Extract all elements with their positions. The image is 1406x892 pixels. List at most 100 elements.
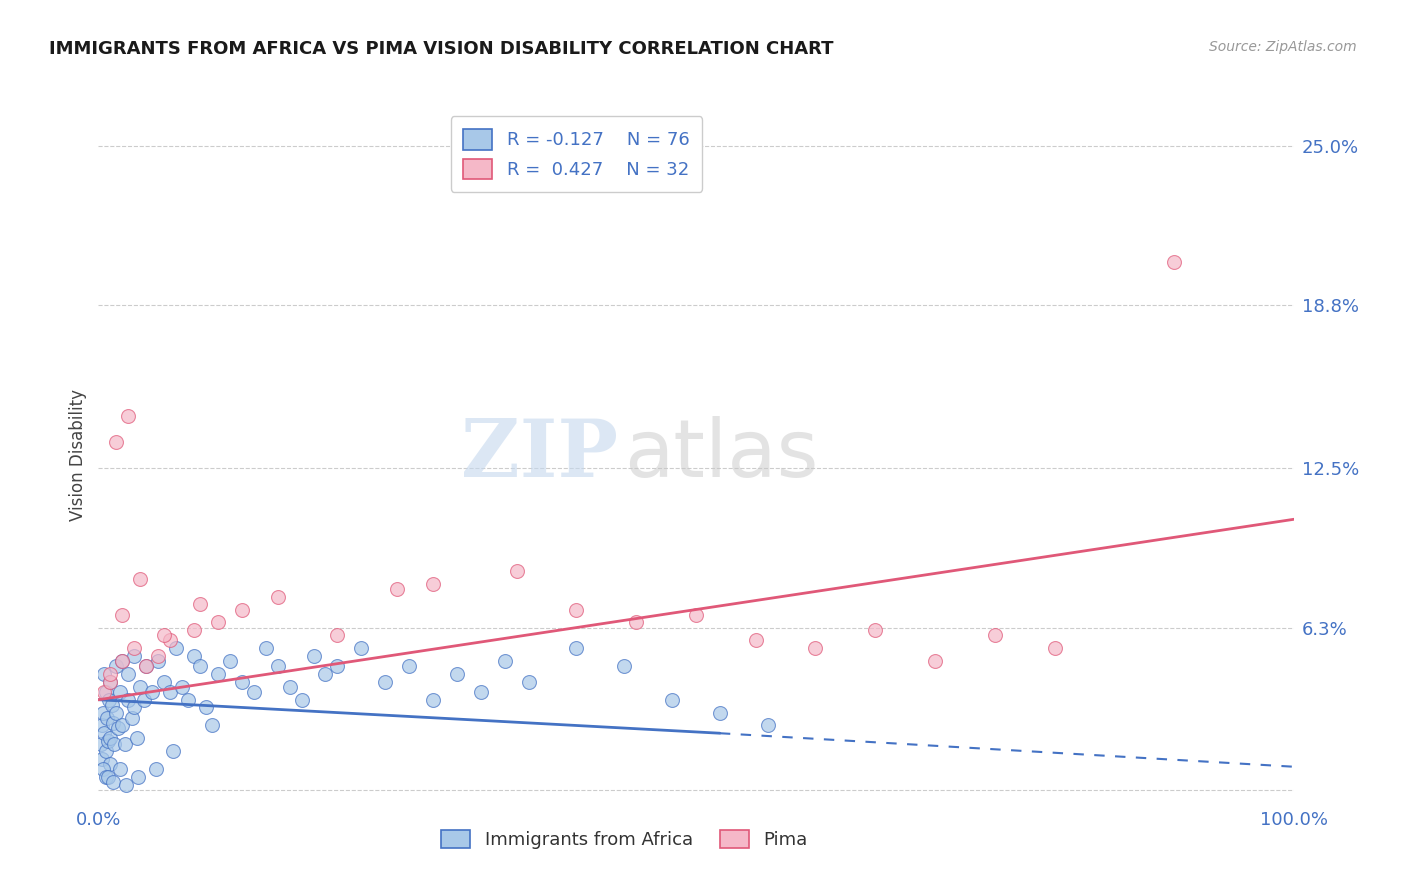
Point	[98, 674, 122, 689]
Point	[661, 692, 683, 706]
Point	[565, 602, 588, 616]
Point	[121, 711, 143, 725]
Point	[243, 685, 266, 699]
Point	[231, 602, 253, 616]
Point	[91, 718, 114, 732]
Point	[685, 607, 707, 622]
Point	[153, 628, 176, 642]
Legend: Immigrants from Africa, Pima: Immigrants from Africa, Pima	[434, 822, 814, 856]
Point	[159, 685, 181, 699]
Point	[98, 731, 122, 746]
Point	[924, 654, 946, 668]
Point	[148, 654, 170, 668]
Point	[145, 762, 167, 776]
Point	[98, 757, 122, 772]
Point	[494, 654, 516, 668]
Point	[422, 692, 444, 706]
Point	[374, 674, 396, 689]
Point	[94, 685, 117, 699]
Point	[195, 700, 218, 714]
Point	[105, 659, 128, 673]
Point	[115, 778, 138, 792]
Point	[105, 435, 128, 450]
Point	[91, 706, 114, 720]
Point	[93, 685, 115, 699]
Point	[162, 744, 184, 758]
Point	[278, 680, 301, 694]
Point	[129, 572, 152, 586]
Point	[124, 648, 146, 663]
Point	[135, 659, 157, 673]
Point	[177, 692, 200, 706]
Point	[90, 737, 112, 751]
Text: atlas: atlas	[624, 416, 818, 494]
Point	[201, 718, 224, 732]
Y-axis label: Vision Disability: Vision Disability	[69, 389, 87, 521]
Point	[756, 718, 779, 732]
Point	[506, 564, 529, 578]
Point	[422, 576, 444, 591]
Point	[153, 674, 176, 689]
Point	[517, 674, 540, 689]
Point	[111, 654, 134, 668]
Point	[626, 615, 648, 630]
Point	[315, 667, 337, 681]
Point	[124, 700, 146, 714]
Point	[183, 623, 205, 637]
Point	[804, 641, 827, 656]
Text: IMMIGRANTS FROM AFRICA VS PIMA VISION DISABILITY CORRELATION CHART: IMMIGRANTS FROM AFRICA VS PIMA VISION DI…	[49, 40, 834, 58]
Point	[125, 731, 148, 746]
Point	[267, 590, 290, 604]
Point	[1043, 641, 1066, 656]
Point	[108, 685, 131, 699]
Point	[103, 737, 125, 751]
Point	[613, 659, 636, 673]
Point	[745, 633, 768, 648]
Point	[98, 674, 122, 689]
Point	[111, 607, 134, 622]
Point	[108, 762, 131, 776]
Point	[93, 667, 115, 681]
Point	[100, 698, 122, 712]
Point	[188, 659, 211, 673]
Point	[231, 674, 253, 689]
Point	[326, 659, 349, 673]
Point	[350, 641, 373, 656]
Point	[385, 582, 409, 596]
Point	[117, 692, 139, 706]
Point	[101, 715, 124, 730]
Point	[91, 762, 114, 776]
Point	[107, 721, 129, 735]
Text: Source: ZipAtlas.com: Source: ZipAtlas.com	[1209, 40, 1357, 54]
Point	[470, 685, 492, 699]
Point	[117, 409, 139, 424]
Point	[207, 615, 229, 630]
Point	[93, 726, 115, 740]
Point	[111, 654, 134, 668]
Point	[219, 654, 242, 668]
Point	[207, 667, 229, 681]
Point	[111, 718, 134, 732]
Point	[326, 628, 349, 642]
Point	[709, 706, 731, 720]
Point	[159, 633, 181, 648]
Point	[94, 744, 117, 758]
Point	[1163, 254, 1185, 268]
Point	[135, 659, 157, 673]
Point	[98, 692, 121, 706]
Point	[94, 770, 117, 784]
Point	[188, 598, 211, 612]
Point	[984, 628, 1007, 642]
Point	[172, 680, 194, 694]
Point	[101, 775, 124, 789]
Point	[446, 667, 468, 681]
Point	[165, 641, 187, 656]
Point	[97, 734, 120, 748]
Point	[117, 667, 139, 681]
Point	[124, 641, 146, 656]
Text: ZIP: ZIP	[461, 416, 619, 494]
Point	[267, 659, 290, 673]
Point	[148, 648, 170, 663]
Point	[183, 648, 205, 663]
Point	[91, 752, 114, 766]
